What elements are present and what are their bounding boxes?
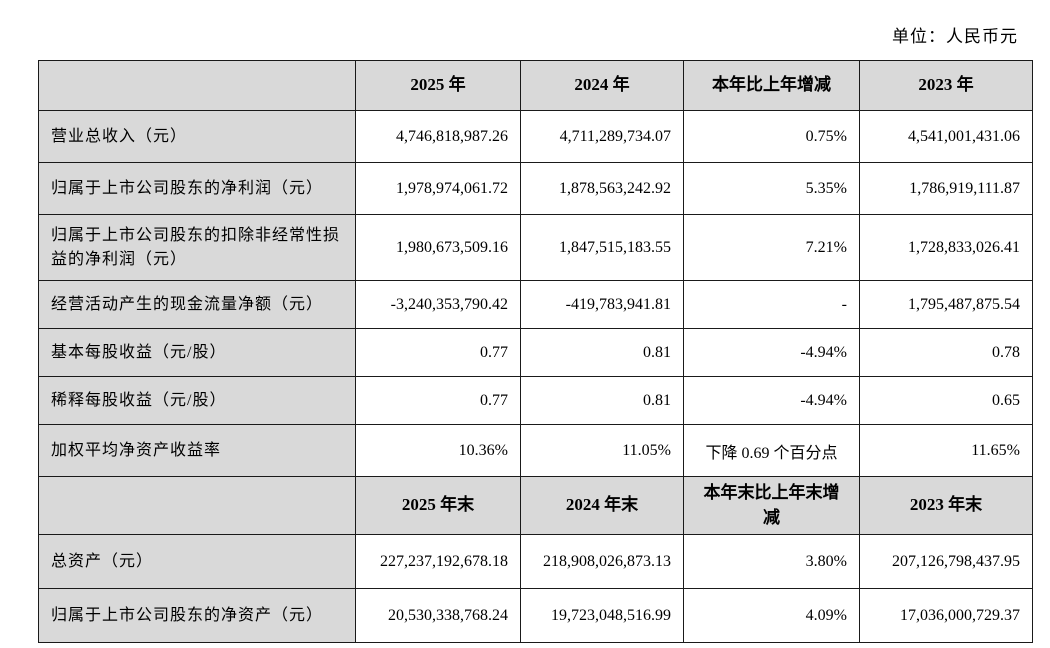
table-row-net-assets: 归属于上市公司股东的净资产（元） 20,530,338,768.24 19,72…: [38, 588, 1033, 644]
cell-2025: 0.77: [355, 328, 521, 377]
cell-yoy: -: [683, 280, 860, 329]
header-2023: 2023 年: [859, 60, 1033, 111]
cell-2025: 10.36%: [355, 424, 521, 477]
table-row-operating-cash-flow: 经营活动产生的现金流量净额（元） -3,240,353,790.42 -419,…: [38, 280, 1033, 329]
cell-2025-end: 20,530,338,768.24: [355, 588, 521, 644]
cell-2023-end: 17,036,000,729.37: [859, 588, 1033, 644]
cell-2024: 0.81: [520, 328, 684, 377]
cell-2023: 0.78: [859, 328, 1033, 377]
table-row-weighted-avg-roe: 加权平均净资产收益率 10.36% 11.05% 下降 0.69 个百分点 11…: [38, 424, 1033, 477]
row-label: 归属于上市公司股东的净利润（元）: [38, 162, 356, 215]
table-row-net-profit-deducted: 归属于上市公司股东的扣除非经常性损益的净利润（元） 1,980,673,509.…: [38, 214, 1033, 281]
row-label: 基本每股收益（元/股）: [38, 328, 356, 377]
cell-2024: 1,878,563,242.92: [520, 162, 684, 215]
row-label: 经营活动产生的现金流量净额（元）: [38, 280, 356, 329]
cell-2023: 1,786,919,111.87: [859, 162, 1033, 215]
row-label: 归属于上市公司股东的扣除非经常性损益的净利润（元）: [38, 214, 356, 281]
header-2024-end: 2024 年末: [520, 475, 684, 536]
header-yearend-change: 本年末比上年末增减: [683, 475, 860, 536]
table-row-basic-eps: 基本每股收益（元/股） 0.77 0.81 -4.94% 0.78: [38, 328, 1033, 377]
cell-2025: 4,746,818,987.26: [355, 110, 521, 163]
cell-2024: 4,711,289,734.07: [520, 110, 684, 163]
cell-2023: 1,795,487,875.54: [859, 280, 1033, 329]
cell-yoy: 7.21%: [683, 214, 860, 281]
cell-yoy: 5.35%: [683, 162, 860, 215]
header-2024: 2024 年: [520, 60, 684, 111]
cell-2023-end: 207,126,798,437.95: [859, 534, 1033, 590]
header-2025: 2025 年: [355, 60, 521, 111]
header-yoy-change: 本年比上年增减: [683, 60, 860, 111]
cell-yearend-change: 3.80%: [683, 534, 860, 590]
table-row-total-revenue: 营业总收入（元） 4,746,818,987.26 4,711,289,734.…: [38, 110, 1033, 163]
table-row-net-profit: 归属于上市公司股东的净利润（元） 1,978,974,061.72 1,878,…: [38, 162, 1033, 215]
cell-2023: 11.65%: [859, 424, 1033, 477]
row-label: 营业总收入（元）: [38, 110, 356, 163]
financial-summary-table: 2025 年 2024 年 本年比上年增减 2023 年 营业总收入（元） 4,…: [38, 60, 1033, 644]
cell-yoy: 0.75%: [683, 110, 860, 163]
table-row-diluted-eps: 稀释每股收益（元/股） 0.77 0.81 -4.94% 0.65: [38, 376, 1033, 425]
cell-2024-end: 19,723,048,516.99: [520, 588, 684, 644]
cell-yearend-change: 4.09%: [683, 588, 860, 644]
header-row-period: 2025 年 2024 年 本年比上年增减 2023 年: [38, 60, 1033, 111]
unit-note: 单位：人民币元: [892, 27, 1018, 46]
row-label: 稀释每股收益（元/股）: [38, 376, 356, 425]
cell-2025: -3,240,353,790.42: [355, 280, 521, 329]
table-row-total-assets: 总资产（元） 227,237,192,678.18 218,908,026,87…: [38, 534, 1033, 590]
header-2023-end: 2023 年末: [859, 475, 1033, 536]
cell-2025-end: 227,237,192,678.18: [355, 534, 521, 590]
header-empty-cell: [38, 60, 356, 111]
cell-2025: 0.77: [355, 376, 521, 425]
header-2025-end: 2025 年末: [355, 475, 521, 536]
cell-yoy: -4.94%: [683, 328, 860, 377]
row-label: 归属于上市公司股东的净资产（元）: [38, 588, 356, 644]
cell-2025: 1,980,673,509.16: [355, 214, 521, 281]
cell-2024: -419,783,941.81: [520, 280, 684, 329]
cell-yoy: 下降 0.69 个百分点: [683, 424, 860, 477]
cell-2024: 1,847,515,183.55: [520, 214, 684, 281]
row-label: 总资产（元）: [38, 534, 356, 590]
cell-2025: 1,978,974,061.72: [355, 162, 521, 215]
cell-2024: 0.81: [520, 376, 684, 425]
cell-2024: 11.05%: [520, 424, 684, 477]
cell-yoy: -4.94%: [683, 376, 860, 425]
row-label: 加权平均净资产收益率: [38, 424, 356, 477]
cell-2024-end: 218,908,026,873.13: [520, 534, 684, 590]
cell-2023: 0.65: [859, 376, 1033, 425]
header-row-yearend: 2025 年末 2024 年末 本年末比上年末增减 2023 年末: [38, 475, 1033, 536]
header-empty-cell: [38, 475, 356, 536]
cell-2023: 4,541,001,431.06: [859, 110, 1033, 163]
cell-2023: 1,728,833,026.41: [859, 214, 1033, 281]
